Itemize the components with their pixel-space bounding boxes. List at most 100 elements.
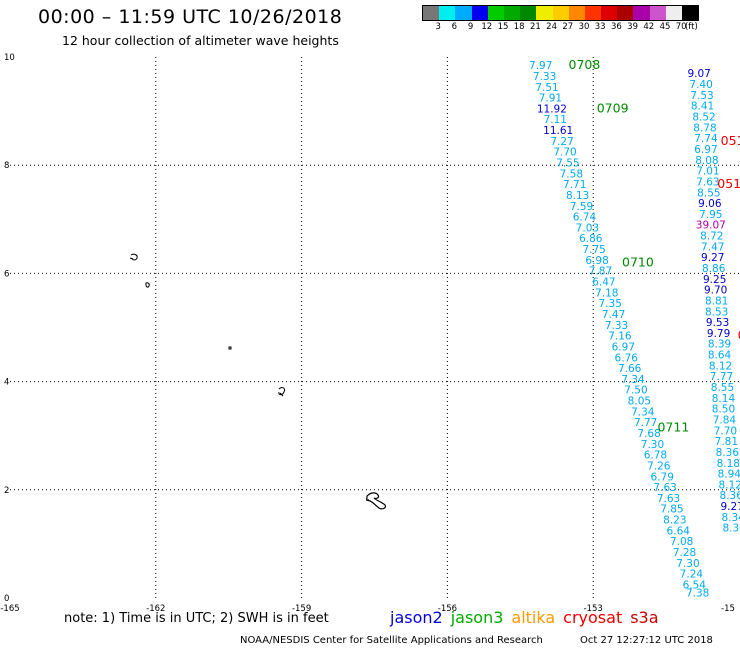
satellite-legend: jason2 jason3 altika cryosat s3a <box>390 608 667 627</box>
axis-tick-labels: -165 -162 -159 -156 -153 -15 0 2 4 6 8 10 <box>0 53 735 614</box>
swh-value: 6.86 <box>579 233 603 245</box>
pass-time-labels: 0708070907100711070518051705170505 <box>569 57 740 434</box>
swh-value: 6.79 <box>651 471 674 483</box>
color-swatch <box>503 6 521 20</box>
swh-value: 7.33 <box>533 71 556 83</box>
color-scale-labels: 3 6 9 12 15 18 21 24 27 30 33 36 39 42 45 70 (ft) <box>422 21 699 33</box>
swh-value: 8.53 <box>705 306 728 318</box>
swh-value: 9.25 <box>703 274 726 286</box>
swh-value: 9.79 <box>707 328 730 340</box>
swh-value: 7.08 <box>670 536 693 548</box>
map-subtitle: 12 hour collection of altimeter wave hei… <box>62 33 339 48</box>
swh-value: 7.51 <box>535 82 558 94</box>
swh-value: 7.27 <box>550 136 573 148</box>
swh-value: 8.50 <box>712 404 735 416</box>
swh-value: 7.28 <box>673 547 696 559</box>
swh-value: 8.64 <box>708 350 732 362</box>
island-outline <box>278 387 285 397</box>
swh-value: 8.14 <box>712 393 736 405</box>
color-swatch <box>633 6 650 20</box>
swh-value: 7.91 <box>539 93 562 105</box>
color-swatch <box>520 6 537 20</box>
swh-value: 8.13 <box>566 190 589 202</box>
swh-value: 8.12 <box>709 360 732 372</box>
swh-value: 7.85 <box>660 504 683 516</box>
swh-value: 9.27 <box>701 252 724 264</box>
swh-value: 7.53 <box>690 90 713 102</box>
color-swatch <box>423 6 440 20</box>
swh-value: 8.18 <box>717 458 740 470</box>
swh-value: 7.11 <box>544 114 567 126</box>
swh-value: 7.34 <box>631 406 655 418</box>
color-scale-label: 21 <box>529 22 541 32</box>
color-scale-label: 3 <box>435 22 441 32</box>
island-outline <box>145 282 150 288</box>
swh-value: 7.66 <box>618 363 642 375</box>
swh-value: 7.58 <box>560 168 583 180</box>
color-swatch <box>649 6 666 20</box>
swh-value: 11.92 <box>537 103 567 115</box>
swh-value: 7.03 <box>576 222 599 234</box>
color-scale-label: 12 <box>481 22 493 32</box>
y-tick-label: 8 <box>4 161 9 171</box>
color-scale-label: 36 <box>610 22 622 32</box>
swh-value: 9.27 <box>721 501 740 513</box>
color-swatch <box>455 6 472 20</box>
swh-value: 8.36 <box>716 447 740 459</box>
color-swatch <box>536 6 553 20</box>
wave-height-values: 7.977.337.517.9111.927.1111.617.277.707.… <box>529 60 740 599</box>
generated-timestamp: Oct 27 12:27:12 UTC 2018 <box>580 635 713 646</box>
pass-time-label: 0517 <box>717 176 740 191</box>
swh-value: 6.97 <box>612 341 635 353</box>
legend-entry-jason3: jason3 <box>450 608 504 627</box>
swh-value: 7.38 <box>686 588 709 600</box>
color-swatch <box>471 6 488 20</box>
y-tick-label: 6 <box>4 269 9 279</box>
color-swatch <box>487 6 504 20</box>
legend-entry-jason2: jason2 <box>390 608 443 627</box>
swh-value: 7.18 <box>595 287 618 299</box>
swh-value: 7.16 <box>608 331 632 343</box>
island-outline <box>366 492 387 510</box>
swh-value: 7.34 <box>621 374 645 386</box>
color-swatch <box>665 6 682 20</box>
island-outline <box>129 253 138 261</box>
swh-value: 7.81 <box>715 436 738 448</box>
swh-value: 8.12 <box>719 479 740 491</box>
swh-value: 6.64 <box>667 525 691 537</box>
color-scale-label: 30 <box>578 22 590 32</box>
x-tick-label: -156 <box>438 604 457 614</box>
swh-value: 9.07 <box>687 68 710 80</box>
swh-value: 8.86 <box>702 263 726 275</box>
swh-value: 7.68 <box>637 428 660 440</box>
swh-value: 7.77 <box>710 371 733 383</box>
island-outlines <box>129 253 387 510</box>
y-tick-label: 2 <box>4 486 9 496</box>
color-scale-label: 9 <box>467 22 474 32</box>
swh-value: 6.78 <box>644 450 667 462</box>
swh-value: 8.36 <box>720 490 740 502</box>
pass-time-label: 0708 <box>569 57 601 72</box>
swh-value: 6.97 <box>694 144 717 156</box>
y-tick-label: 0 <box>4 594 9 604</box>
swh-value: 7.71 <box>563 179 586 191</box>
legend-entry-s3a: s3a <box>630 608 659 627</box>
swh-value: 8.05 <box>628 396 651 408</box>
swh-value: 6.98 <box>585 255 608 267</box>
swh-value: 8.78 <box>693 122 716 134</box>
swh-value: 8.52 <box>692 112 715 124</box>
color-swatch <box>552 6 569 20</box>
swh-value: 39.07 <box>696 220 726 232</box>
color-swatch <box>584 6 602 20</box>
swh-value: 7.30 <box>641 439 664 451</box>
swh-value: 8.41 <box>691 101 714 113</box>
swh-value: 8.55 <box>697 187 720 199</box>
color-scale-label: (ft) <box>684 22 698 32</box>
x-tick-label: -159 <box>292 604 311 614</box>
map-title: 00:00 – 11:59 UTC 10/26/2018 <box>38 6 343 28</box>
swh-value: 8.55 <box>711 382 734 394</box>
pass-time-label: 0710 <box>622 255 654 270</box>
swh-value: 7.24 <box>680 569 704 581</box>
pass-time-label: 0518 <box>721 133 740 148</box>
